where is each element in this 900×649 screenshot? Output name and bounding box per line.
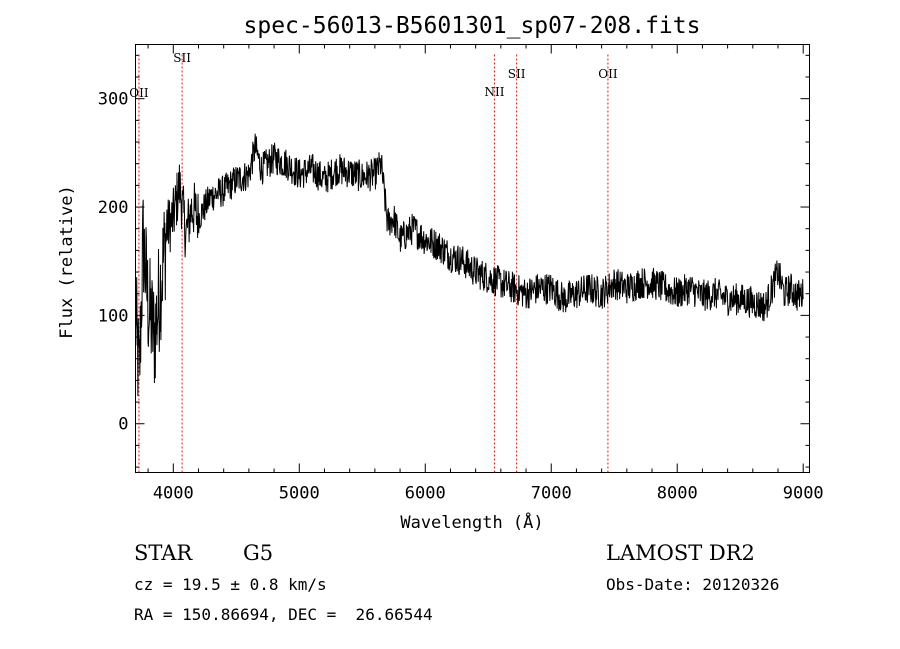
y-axis-label: Flux (relative) — [57, 185, 77, 339]
x-tick-label: 9000 — [783, 484, 824, 504]
survey-name: LAMOST DR2 — [606, 541, 755, 565]
plot-frame — [135, 44, 810, 473]
x-tick-label: 6000 — [405, 484, 446, 504]
spectrum-line — [135, 133, 804, 397]
emission-line-label: OII — [598, 67, 618, 81]
object-subclass: G5 — [243, 541, 274, 565]
coordinates-text: RA = 150.86694, DEC = 26.66544 — [134, 605, 433, 624]
redshift-text: cz = 19.5 ± 0.8 km/s — [134, 575, 327, 594]
x-tick-label: 7000 — [531, 484, 572, 504]
axis-ticks — [135, 44, 810, 473]
x-tick-label: 4000 — [153, 484, 194, 504]
emission-line-label: OII — [129, 86, 149, 100]
y-tick-label: 100 — [98, 306, 129, 326]
object-class: STAR — [134, 541, 193, 565]
y-tick-labels: 0 100 200 300 — [98, 90, 129, 435]
y-tick-label: 0 — [118, 415, 128, 435]
x-tick-label: 5000 — [279, 484, 320, 504]
emission-line-label: NII — [485, 85, 505, 99]
y-tick-label: 200 — [98, 198, 129, 218]
emission-line-label: SII — [508, 67, 526, 81]
y-tick-label: 300 — [98, 90, 129, 110]
x-tick-labels: 4000 5000 6000 7000 8000 9000 — [153, 484, 824, 504]
x-tick-label: 8000 — [657, 484, 698, 504]
x-axis-label: Wavelength (Å) — [400, 511, 543, 533]
chart-title: spec-56013-B5601301_sp07-208.fits — [244, 13, 701, 39]
emission-line-label: SII — [173, 51, 191, 65]
obs-date-text: Obs-Date: 20120326 — [606, 575, 780, 594]
